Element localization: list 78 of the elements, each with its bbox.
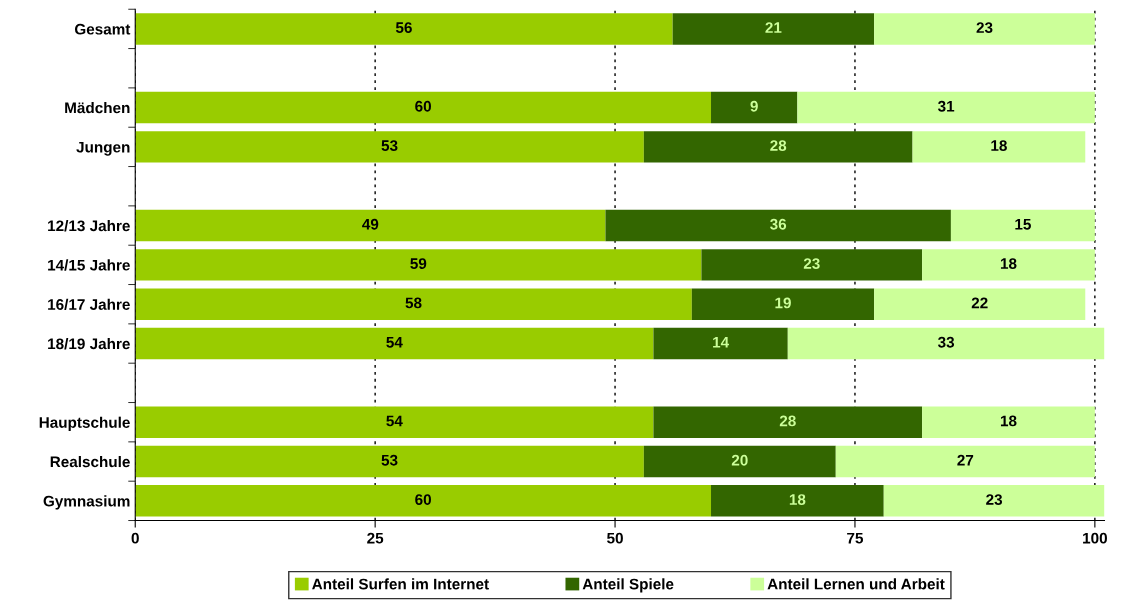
data-label: 23 (803, 258, 820, 269)
data-label: 54 (386, 336, 403, 348)
data-label: 27 (957, 454, 974, 466)
bar (691, 288, 875, 320)
data-label: 18 (1000, 415, 1017, 427)
data-label: 19 (775, 297, 791, 309)
data-label: 36 (770, 218, 787, 230)
legend-label: Anteil Surfen im Internet (312, 578, 489, 590)
data-label: 18 (789, 494, 806, 505)
y-tick-label: Jungen (76, 141, 130, 156)
bar (922, 249, 1095, 281)
bar (912, 131, 1086, 163)
data-label: 23 (976, 22, 993, 34)
bar (874, 13, 1095, 45)
bar (922, 406, 1095, 438)
bar (653, 406, 923, 438)
x-tick-label: 50 (607, 532, 623, 544)
bar (672, 13, 875, 45)
bar (874, 288, 1086, 320)
data-label: 14 (713, 336, 730, 348)
data-label: 20 (731, 454, 748, 466)
data-label: 56 (395, 22, 412, 34)
bar (787, 327, 1105, 360)
y-tick-label: Mädchen (65, 102, 130, 114)
data-label: 58 (405, 297, 422, 309)
data-label: 59 (410, 258, 427, 269)
x-tick-label: 0 (131, 532, 139, 544)
data-label: 18 (1000, 258, 1017, 269)
data-label: 53 (381, 140, 398, 152)
bar (797, 91, 1095, 124)
bar (711, 91, 798, 124)
bar (135, 13, 673, 45)
bar (711, 485, 884, 517)
y-tick-label: Realschule (50, 455, 130, 468)
y-tick-label: 18/19 Jahre (48, 338, 130, 350)
bar (950, 209, 1095, 242)
x-tick-label: 75 (847, 532, 864, 544)
bar (135, 485, 712, 517)
data-label: 53 (381, 454, 398, 466)
data-label: 33 (937, 336, 955, 348)
y-tick-label: Hauptschule (39, 416, 130, 431)
bar (135, 327, 654, 360)
data-label: 49 (362, 218, 379, 230)
bar (135, 209, 606, 242)
data-label: 60 (415, 100, 431, 112)
bar (135, 406, 654, 438)
bar (835, 445, 1095, 478)
data-label: 22 (971, 297, 988, 309)
y-tick-label: 16/17 Jahre (48, 298, 130, 311)
y-tick-label: 12/13 Jahre (48, 220, 130, 232)
bar (135, 445, 644, 478)
data-label: 28 (770, 140, 787, 151)
data-label: 23 (986, 494, 1003, 505)
data-label: 54 (386, 415, 403, 427)
data-label: 9 (750, 100, 758, 112)
bar (135, 249, 702, 281)
bar (135, 91, 712, 124)
bar (643, 131, 913, 163)
bar (135, 288, 692, 320)
data-label: 60 (415, 494, 431, 505)
bar (643, 445, 836, 478)
legend-label: Anteil Lernen und Arbeit (767, 578, 945, 590)
bar (883, 485, 1105, 517)
data-label: 31 (937, 100, 955, 112)
y-tick-label: Gymnasium (43, 495, 130, 510)
y-tick-label: Gesamt (74, 23, 131, 35)
x-tick-label: 100 (1083, 532, 1107, 544)
bar (701, 249, 923, 281)
data-label: 15 (1015, 218, 1031, 230)
legend-label: Anteil Spiele (582, 578, 674, 593)
data-label: 18 (991, 140, 1007, 151)
y-tick-label: 14/15 Jahre (48, 259, 130, 271)
data-label: 28 (779, 415, 796, 427)
bar (653, 327, 788, 360)
bar (135, 131, 644, 163)
data-label: 21 (765, 22, 782, 33)
x-tick-label: 25 (367, 532, 384, 544)
bar (605, 209, 951, 242)
